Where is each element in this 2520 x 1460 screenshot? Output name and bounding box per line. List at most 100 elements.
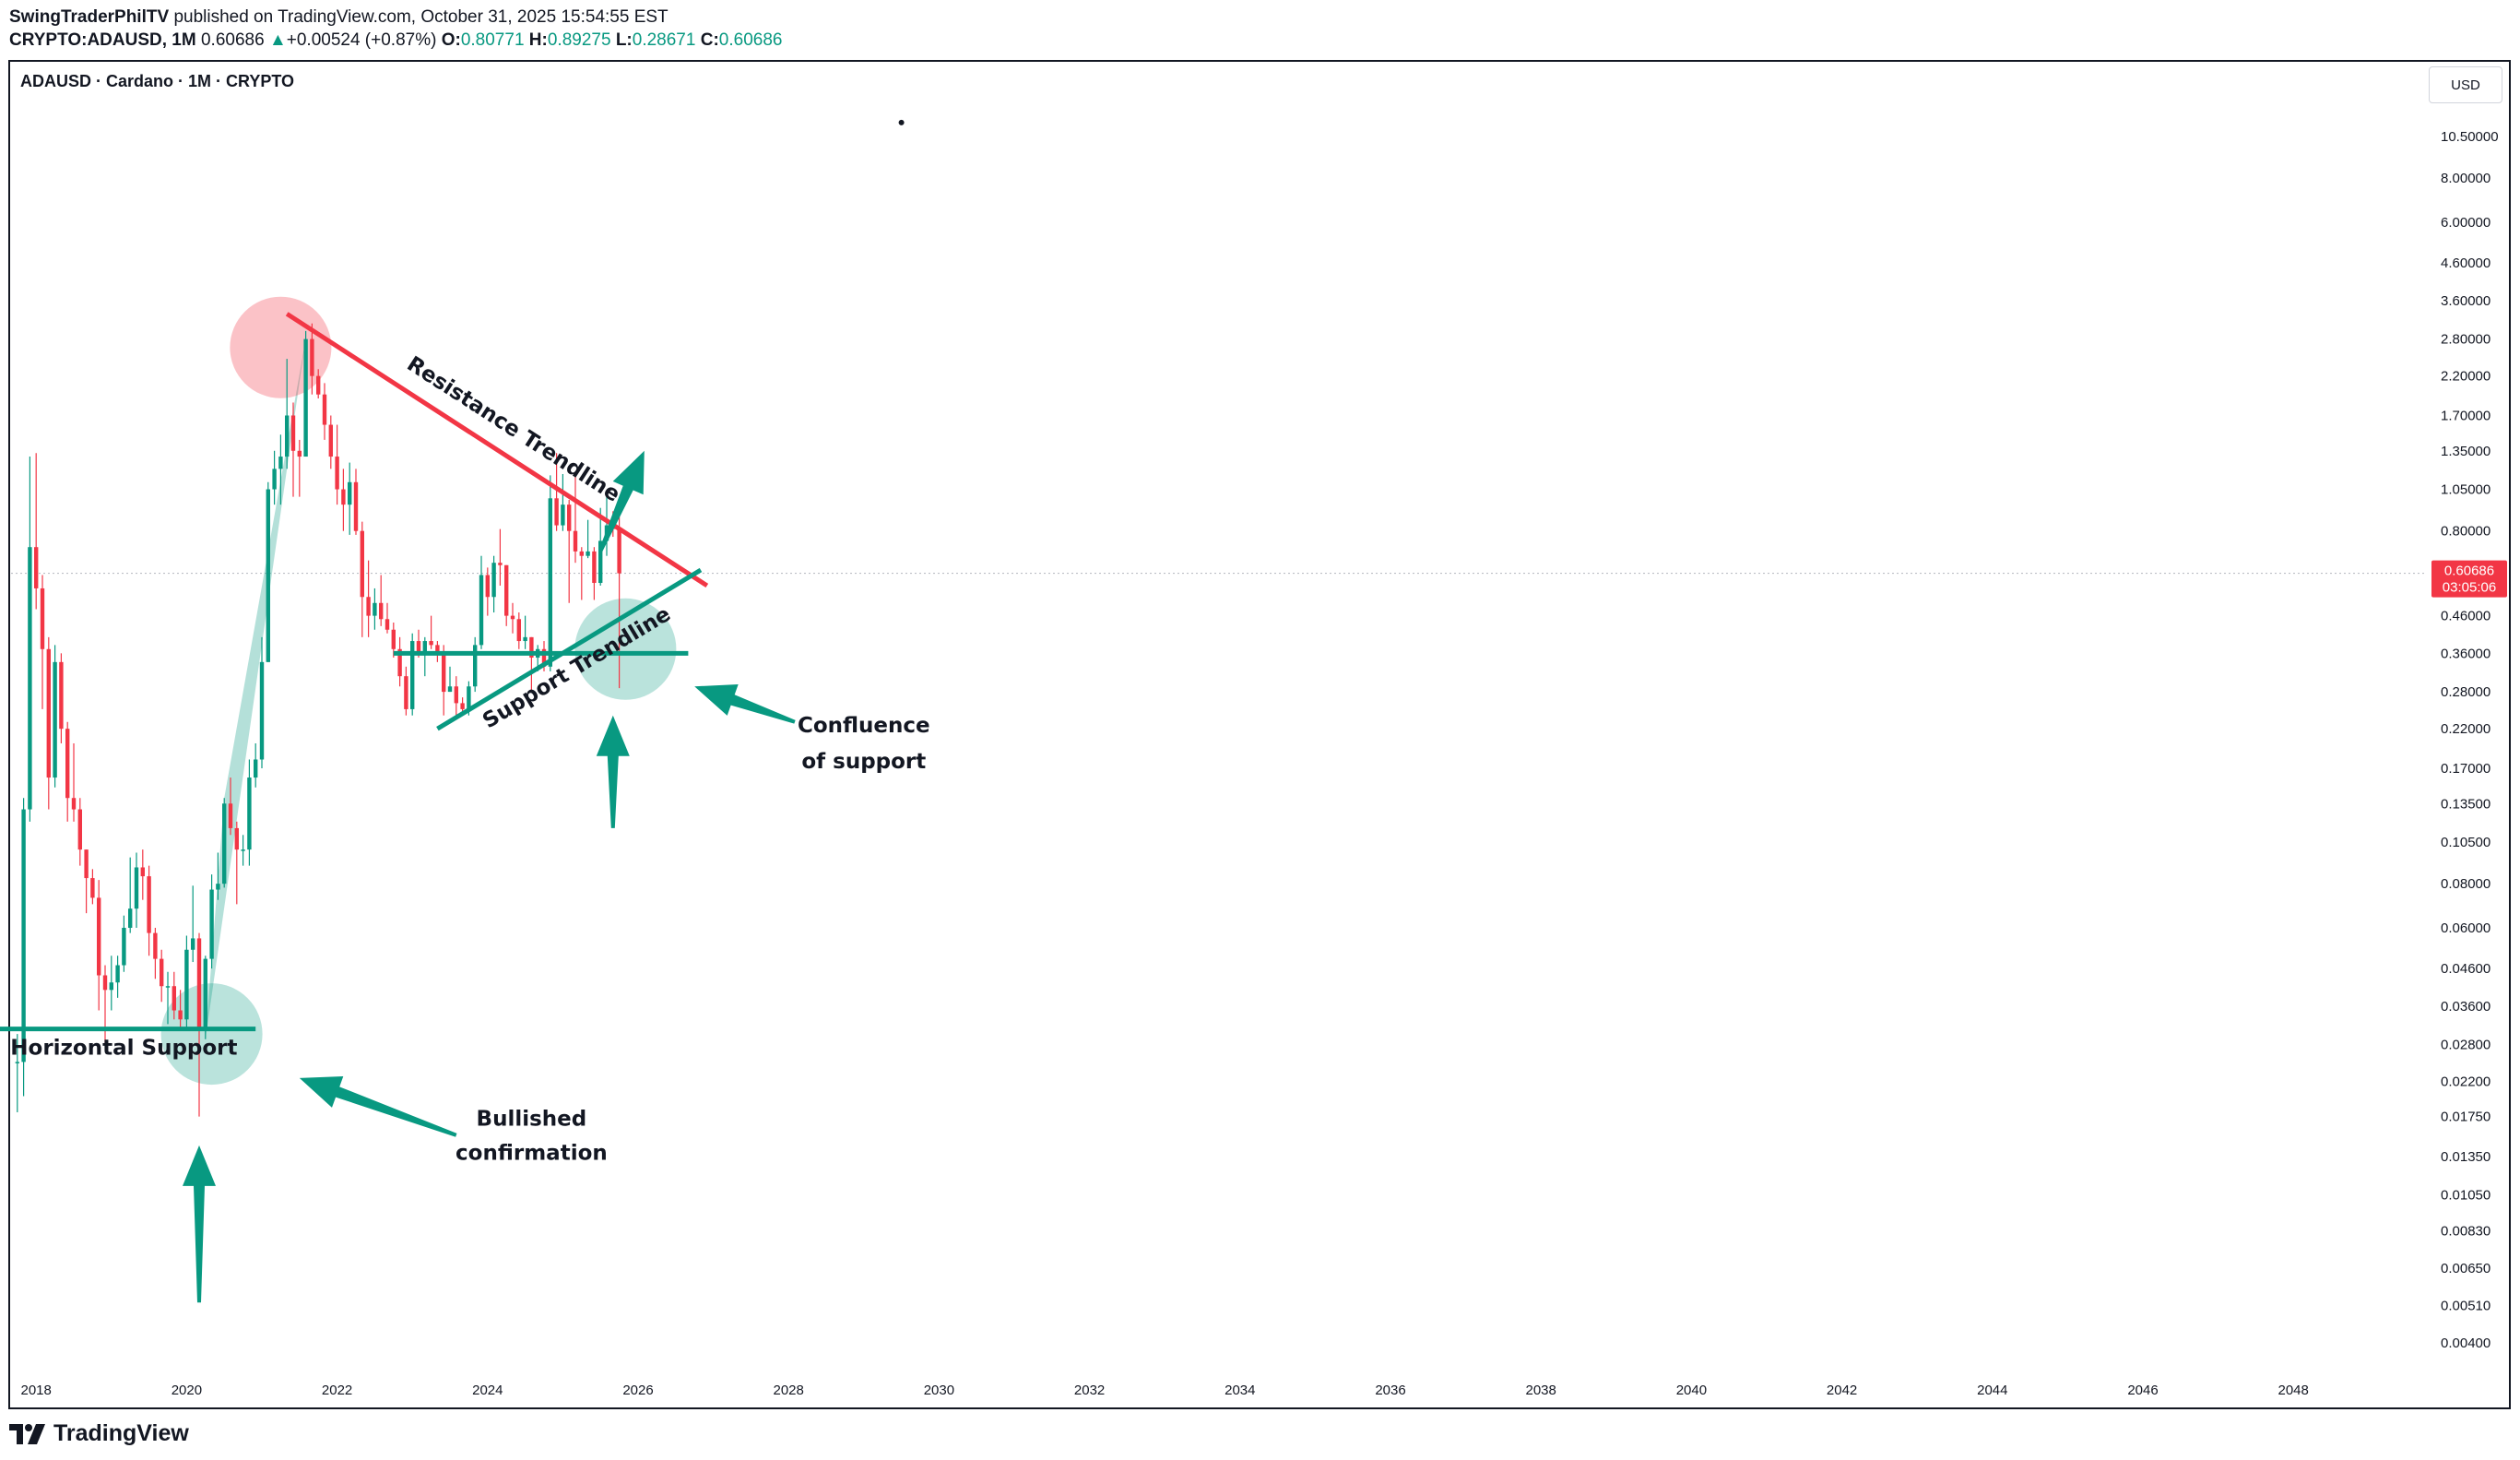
author-name[interactable]: SwingTraderPhilTV	[9, 7, 170, 27]
candle-body	[84, 849, 89, 879]
candle-body	[147, 876, 151, 933]
axes: 10.50000 8.00000 6.00000 4.60000 3.60000 2.80…	[11, 129, 2507, 1398]
currency-button[interactable]: USD	[2429, 66, 2502, 103]
candle-body	[115, 965, 120, 983]
candles	[15, 323, 621, 1117]
candle-body	[341, 489, 346, 505]
candle-body	[28, 547, 32, 810]
candle-body	[529, 636, 534, 659]
candle-body	[203, 958, 207, 1029]
candle-body	[416, 641, 421, 654]
candle-body	[241, 849, 245, 851]
candle-body	[21, 809, 26, 1062]
candle-body	[397, 648, 402, 677]
candle-body	[165, 986, 171, 988]
candle-body	[254, 759, 258, 778]
chart-frame[interactable]	[8, 60, 2511, 1409]
arrow-icon	[183, 1145, 216, 1303]
candle-body	[561, 504, 565, 526]
y-tick-label: 1.70000	[2441, 408, 2490, 423]
candle-body	[473, 645, 478, 687]
y-tick-label: 0.17000	[2441, 761, 2490, 777]
candle-body	[366, 597, 371, 616]
y-tick-label: 0.08000	[2441, 876, 2490, 892]
candle-body	[467, 686, 471, 709]
candle-body	[442, 653, 446, 693]
x-tick-label: 2044	[1977, 1383, 2007, 1398]
low-label: L:	[615, 30, 633, 50]
tradingview-logo[interactable]: TradingView	[9, 1420, 189, 1447]
current-price-badge	[2431, 560, 2507, 598]
x-tick-label: 2028	[774, 1383, 804, 1398]
y-tick-label: 6.00000	[2441, 215, 2490, 231]
candle-body	[617, 529, 621, 574]
candle-body	[598, 540, 603, 584]
candle-body	[34, 547, 39, 588]
chart-title: ADAUSD · Cardano · 1M · CRYPTO	[20, 72, 295, 90]
candle-body	[504, 564, 509, 616]
candle-body	[278, 457, 283, 469]
bullish-label-line1: Bullished	[477, 1107, 587, 1131]
y-tick-label: 0.10500	[2441, 835, 2490, 850]
arrow-icon	[694, 683, 796, 724]
candle-body	[316, 375, 321, 395]
candle-body	[290, 415, 296, 451]
y-tick-label: 0.28000	[2441, 684, 2490, 700]
last-price: 0.60686	[200, 30, 265, 50]
candle-body	[422, 641, 427, 654]
candle-body	[385, 619, 390, 630]
candle-body	[228, 803, 233, 828]
y-tick-label: 0.06000	[2441, 920, 2490, 936]
y-tick-label: 0.46000	[2441, 609, 2490, 624]
current-price-value: 0.60686	[2444, 564, 2494, 579]
y-tick-label: 0.36000	[2441, 646, 2490, 661]
y-tick-label: 0.00510	[2441, 1298, 2490, 1313]
candle-body	[485, 575, 490, 598]
candle-body	[573, 530, 578, 552]
bullish-label-line2: confirmation	[455, 1141, 608, 1165]
candle-body	[122, 927, 126, 966]
candle-body	[310, 338, 314, 376]
candle-body	[196, 938, 202, 1029]
candle-body	[554, 498, 559, 526]
y-tick-label: 0.01750	[2441, 1110, 2490, 1125]
candle-body	[353, 481, 359, 531]
y-tick-label: 2.20000	[2441, 369, 2490, 385]
y-tick-label: 0.13500	[2441, 796, 2490, 812]
x-tick-label: 2020	[172, 1383, 202, 1398]
candle-body	[491, 563, 496, 598]
candle-body	[71, 798, 77, 810]
price-change: +0.00524 (+0.87%)	[286, 30, 437, 50]
candle-body	[379, 602, 384, 620]
candle-body	[209, 889, 214, 959]
candle-body	[184, 949, 189, 1020]
candle-body	[541, 648, 547, 667]
annotation-underlay	[160, 296, 677, 1086]
support-circle-highlight	[574, 598, 677, 700]
candle-body	[234, 827, 239, 850]
y-tick-label: 0.03600	[2441, 999, 2490, 1015]
candle-body	[178, 1010, 183, 1020]
candle-body	[259, 661, 265, 760]
candle-body	[247, 777, 252, 850]
candle-body	[548, 498, 552, 667]
marker-dot	[898, 119, 905, 125]
y-tick-label: 1.35000	[2441, 444, 2490, 459]
candle-body	[360, 530, 364, 598]
y-tick-label: 4.60000	[2441, 255, 2490, 271]
close-label: C:	[700, 30, 719, 50]
y-tick-label: 1.05000	[2441, 482, 2490, 498]
candle-body	[222, 803, 227, 884]
candle-body	[592, 551, 597, 584]
y-tick-label: 0.00400	[2441, 1335, 2490, 1351]
candle-body	[90, 878, 95, 898]
y-tick-label: 0.80000	[2441, 524, 2490, 540]
candle-body	[410, 641, 415, 709]
x-tick-label: 2022	[322, 1383, 352, 1398]
confluence-label-line2: of support	[801, 750, 926, 774]
x-tick-label: 2048	[2278, 1383, 2309, 1398]
candle-body	[373, 602, 377, 616]
y-tick-label: 0.04600	[2441, 961, 2490, 977]
candle-body	[109, 982, 113, 991]
